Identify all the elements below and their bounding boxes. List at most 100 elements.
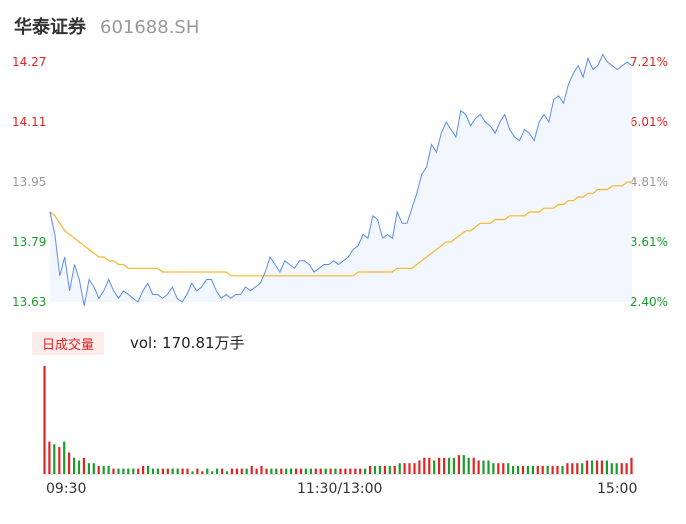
volume-bar: [43, 366, 46, 474]
volume-bar: [423, 457, 426, 474]
volume-bar: [127, 468, 130, 474]
volume-bar: [329, 468, 332, 474]
volume-bar: [270, 468, 273, 474]
volume-readout: vol: 170.81万手: [130, 334, 245, 352]
volume-bar: [285, 468, 288, 474]
volume-bar: [615, 463, 618, 474]
y-right-tick: 3.61%: [629, 235, 668, 249]
volume-bar: [280, 468, 283, 474]
volume-bar: [521, 465, 525, 474]
volume-bar: [319, 468, 322, 474]
volume-bar: [354, 468, 357, 474]
volume-bar: [245, 468, 248, 474]
volume-bar: [605, 460, 608, 474]
volume-bar: [546, 465, 549, 474]
volume-bar: [373, 465, 377, 474]
y-right-tick: 2.40%: [629, 295, 668, 309]
volume-bar: [304, 468, 307, 474]
volume-bar: [551, 465, 554, 474]
volume-bar: [290, 468, 293, 474]
volume-bar: [457, 455, 460, 474]
average-price-line: [49, 181, 632, 277]
volume-bar: [102, 465, 105, 474]
volume-bar: [497, 463, 500, 474]
y-left-tick: 13.95: [12, 175, 47, 189]
volume-bar: [462, 455, 465, 474]
volume-bar: [492, 463, 495, 474]
volume-bar: [314, 468, 317, 474]
volume-bar: [581, 463, 584, 474]
volume-bar: [112, 468, 115, 474]
volume-bar: [142, 465, 145, 474]
volume-bar: [151, 468, 155, 474]
volume-bar: [393, 465, 396, 474]
volume-bar: [240, 468, 243, 474]
volume-bar: [77, 460, 81, 474]
volume-tag[interactable]: 日成交量: [32, 332, 105, 355]
volume-bar: [176, 468, 179, 474]
volume-bar: [428, 457, 431, 474]
volume-bar: [97, 465, 100, 474]
volume-bar: [398, 463, 401, 474]
volume-bar: [620, 463, 623, 474]
volume-bar: [482, 460, 485, 474]
stock-header: 华泰证券 601688.SH: [14, 13, 199, 39]
volume-bar: [344, 468, 347, 474]
volume-bar: [625, 463, 628, 474]
volume-bar: [418, 460, 421, 474]
y-left-tick: 14.27: [12, 55, 47, 69]
volume-layer: [42, 366, 634, 475]
volume-bar: [63, 441, 66, 474]
volume-bar: [216, 468, 219, 474]
volume-bar: [265, 468, 268, 474]
volume-bar: [191, 471, 194, 474]
volume-bar: [122, 468, 125, 474]
y-left-tick: 14.11: [12, 115, 47, 129]
volume-bar: [324, 468, 327, 474]
volume-bar: [507, 463, 510, 474]
y-left-tick: 13.79: [12, 235, 47, 249]
volume-bar: [408, 463, 411, 474]
volume-bar: [107, 465, 110, 474]
volume-bar: [452, 457, 455, 474]
volume-bar: [206, 468, 209, 474]
y-right-tick: 7.21%: [629, 55, 668, 69]
price-line: [49, 53, 633, 306]
volume-bar: [630, 457, 633, 474]
volume-bar: [576, 463, 579, 474]
volume-bar: [526, 465, 529, 474]
volume-bar: [566, 463, 569, 474]
volume-bar: [571, 463, 574, 474]
volume-bar: [147, 465, 150, 474]
volume-bar: [82, 457, 85, 474]
volume-bar: [132, 468, 135, 474]
volume-bar: [181, 468, 184, 474]
price-layer: [49, 53, 633, 306]
volume-bar: [369, 465, 372, 474]
volume-bar: [92, 463, 95, 474]
price-area-fill: [50, 54, 632, 306]
volume-bar: [137, 468, 140, 474]
volume-bar: [364, 468, 367, 474]
volume-bar: [299, 468, 303, 474]
volume-bar: [502, 463, 505, 474]
volume-bar: [586, 460, 589, 474]
volume-bar: [171, 468, 174, 474]
volume-bar: [359, 468, 362, 474]
volume-bar: [196, 468, 199, 474]
volume-bar: [186, 468, 189, 474]
volume-bar: [487, 460, 490, 474]
volume-bar: [58, 447, 61, 474]
volume-bar: [161, 468, 164, 474]
volume-bar: [517, 465, 520, 474]
volume-bar: [536, 465, 539, 474]
volume-bar: [309, 468, 312, 474]
y-right-tick: 6.01%: [629, 115, 668, 129]
volume-bar: [472, 457, 475, 474]
volume-bar: [591, 460, 594, 474]
volume-bar: [388, 465, 391, 474]
volume-bar: [211, 471, 214, 474]
volume-bar: [556, 465, 559, 474]
volume-bar: [87, 463, 90, 474]
volume-bar: [260, 465, 263, 474]
